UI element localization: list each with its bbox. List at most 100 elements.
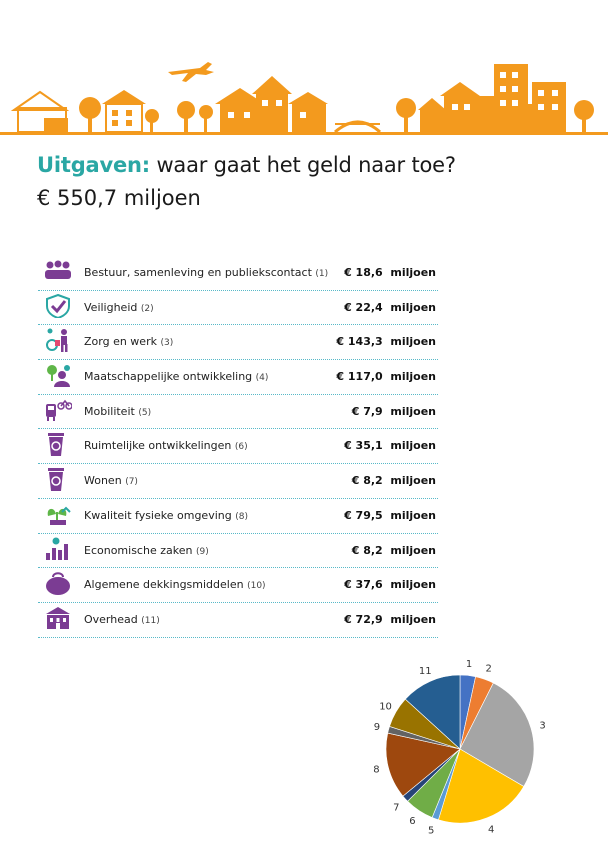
amount-unit: miljoen <box>390 508 436 522</box>
pie-slice <box>438 748 525 824</box>
expense-row: Bestuur, samenleving en publiekscontact … <box>38 256 438 291</box>
amount-value: € 18,6 <box>344 266 383 279</box>
expense-name: Ruimtelijke ontwikkelingen <box>84 439 232 453</box>
expense-amount: € 8,2 miljoen <box>352 544 436 557</box>
expense-amount: € 117,0 miljoen <box>336 370 436 383</box>
expense-row: Wonen (7) € 8,2 miljoen <box>38 464 438 499</box>
expense-number: (8) <box>235 511 248 522</box>
expense-row: Maatschappelijke ontwikkeling (4) € 117,0… <box>38 360 438 395</box>
pie-label: 6 <box>409 816 415 827</box>
amount-unit: miljoen <box>390 578 436 592</box>
pie-slice <box>404 674 461 750</box>
expense-number: (5) <box>138 407 152 418</box>
expense-number: (9) <box>195 546 209 557</box>
recycle-bin-icon <box>48 433 64 457</box>
page-title: Uitgaven: waar gaat het geld naar toe? <box>37 153 456 177</box>
expense-number: (6) <box>234 442 248 453</box>
amount-value: € 7,9 <box>351 404 383 418</box>
expense-amount: € 37,6 miljoen <box>344 578 436 591</box>
expense-label: Algemene dekkingsmiddelen (10) <box>84 578 266 591</box>
townhall-icon <box>46 606 70 629</box>
skyline-illustration <box>0 62 608 135</box>
expense-label: Wonen (7) <box>84 474 138 487</box>
pie-label: 7 <box>393 802 399 813</box>
expense-label: Zorg en werk (3) <box>84 335 173 348</box>
expense-row: Zorg en werk (3) € 143,3 miljoen <box>38 325 438 361</box>
amount-unit: miljoen <box>390 300 436 314</box>
pie-label: 9 <box>374 722 380 733</box>
pie-label: 5 <box>428 826 434 837</box>
amount-unit: miljoen <box>390 266 436 279</box>
expense-pie-chart: 1 2 3 4 5 67 8 9 10 11 <box>373 659 545 837</box>
pie-label: 11 <box>419 666 432 677</box>
expense-number: (2) <box>140 303 154 314</box>
expense-amount: € 8,2 miljoen <box>352 474 436 487</box>
pie-label: 1 <box>466 659 472 670</box>
recycle-bin-icon <box>48 468 64 492</box>
expense-row: Overhead (11) € 72,9 miljoen <box>38 603 438 638</box>
expense-number: (3) <box>160 338 174 349</box>
amount-value: € 8,2 <box>351 543 383 557</box>
expense-label: Mobiliteit (5) <box>84 405 151 418</box>
amount-unit: miljoen <box>390 370 436 384</box>
amount-value: € 79,5 <box>344 508 383 522</box>
expense-row: Ruimtelijke ontwikkelingen (6) € 35,1 mil… <box>38 429 438 465</box>
pie-label: 2 <box>485 663 491 674</box>
expense-row: Kwaliteit fysieke omgeving (8) € 79,5 mil… <box>38 499 438 534</box>
expense-label: Overhead (11) <box>84 613 160 626</box>
expense-row: Veiligheid (2) € 22,4 miljoen <box>38 291 438 326</box>
expense-name: Mobiliteit <box>84 404 135 418</box>
expense-amount: € 79,5 miljoen <box>344 509 436 522</box>
expense-number: (11) <box>141 615 160 626</box>
amount-unit: miljoen <box>390 439 436 453</box>
expense-amount: € 22,4 miljoen <box>344 301 436 314</box>
expense-amount: € 35,1 miljoen <box>344 439 436 452</box>
amount-unit: miljoen <box>390 404 436 418</box>
total-amount: € 550,7 miljoen <box>37 186 201 210</box>
shield-check-icon <box>46 293 70 318</box>
expense-label: Economische zaken (9) <box>84 544 209 557</box>
expense-name: Zorg en werk <box>84 335 157 349</box>
pie-label: 8 <box>373 765 379 776</box>
expense-number: (7) <box>125 477 138 488</box>
train-bike-icon <box>46 399 72 421</box>
expense-amount: € 18,6 miljoen <box>344 266 436 279</box>
expense-name: Maatschappelijke ontwikkeling <box>84 370 253 384</box>
expense-name: Wonen <box>84 474 122 488</box>
amount-value: € 22,4 <box>344 300 383 314</box>
expense-label: Ruimtelijke ontwikkelingen (6) <box>84 439 248 452</box>
expense-row: Economische zaken (9) € 8,2 miljoen <box>38 534 438 569</box>
expense-name: Kwaliteit fysieke omgeving <box>84 508 232 522</box>
bar-chart-icon <box>46 537 68 560</box>
people-meeting-icon <box>45 260 71 279</box>
title-text: waar gaat het geld naar toe? <box>149 153 456 177</box>
expense-label: Bestuur, samenleving en publiekscontact … <box>84 266 328 279</box>
expense-number: (1) <box>315 269 329 279</box>
amount-unit: miljoen <box>390 335 436 349</box>
amount-value: € 143,3 <box>336 335 383 349</box>
wheelchair-worker-icon <box>46 328 68 353</box>
title-accent: Uitgaven: <box>37 153 150 177</box>
expense-number: (10) <box>247 581 266 592</box>
expense-label: Kwaliteit fysieke omgeving (8) <box>84 509 248 522</box>
pie-label: 4 <box>488 825 494 836</box>
amount-value: € 8,2 <box>351 474 383 488</box>
expense-amount: € 7,9 miljoen <box>352 405 436 418</box>
expense-label: Maatschappelijke ontwikkeling (4) <box>84 370 268 383</box>
amount-value: € 35,1 <box>344 439 383 453</box>
amount-unit: miljoen <box>390 543 436 557</box>
expense-list: Bestuur, samenleving en publiekscontact … <box>38 256 438 638</box>
purse-icon <box>46 572 70 596</box>
pie-slice <box>459 682 535 787</box>
expense-name: Overhead <box>84 612 138 626</box>
expense-row: Algemene dekkingsmiddelen (10) € 37,6 mil… <box>38 568 438 603</box>
amount-value: € 117,0 <box>336 370 383 384</box>
plant-house-icon <box>47 506 71 525</box>
pie-label: 3 <box>539 720 545 731</box>
people-tree-icon <box>47 365 70 388</box>
expense-name: Algemene dekkingsmiddelen <box>84 578 244 592</box>
expense-number: (4) <box>255 373 269 384</box>
expense-name: Bestuur, samenleving en publiekscontact <box>84 266 312 279</box>
amount-value: € 37,6 <box>344 578 383 592</box>
amount-unit: miljoen <box>390 612 436 626</box>
